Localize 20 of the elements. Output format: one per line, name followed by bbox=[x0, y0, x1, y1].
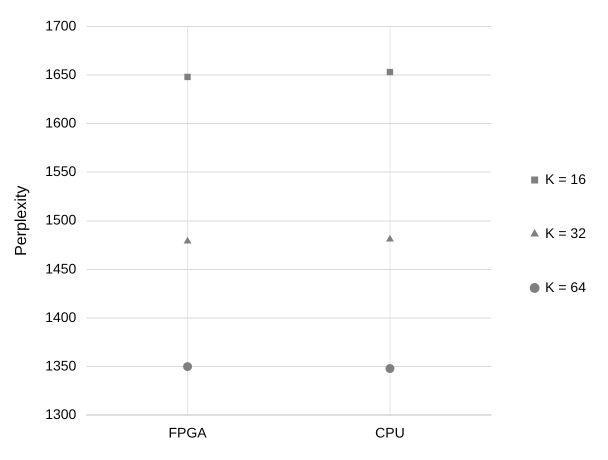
legend-label: K = 16 bbox=[545, 170, 586, 187]
y-tick-label: 1550 bbox=[45, 163, 77, 180]
y-tick-label: 1400 bbox=[45, 308, 77, 325]
x-tick-label: FPGA bbox=[168, 424, 208, 440]
y-tick-label: 1300 bbox=[45, 406, 77, 422]
y-tick-label: 1500 bbox=[45, 212, 77, 228]
y-tick-label: 1600 bbox=[45, 114, 77, 130]
y-tick-label: 1700 bbox=[45, 17, 77, 34]
legend-label: K = 64 bbox=[545, 278, 586, 295]
y-tick-label: 1450 bbox=[45, 260, 77, 276]
point bbox=[183, 362, 192, 372]
x-tick-label: CPU bbox=[375, 424, 405, 440]
y-axis-title: Perplexity bbox=[13, 186, 30, 256]
point bbox=[386, 234, 394, 242]
point bbox=[386, 68, 394, 76]
y-tick-label: 1350 bbox=[45, 357, 77, 374]
point bbox=[184, 236, 192, 244]
legend-label: K = 32 bbox=[545, 224, 586, 241]
y-tick-label: 1650 bbox=[45, 66, 77, 82]
point bbox=[385, 364, 394, 374]
